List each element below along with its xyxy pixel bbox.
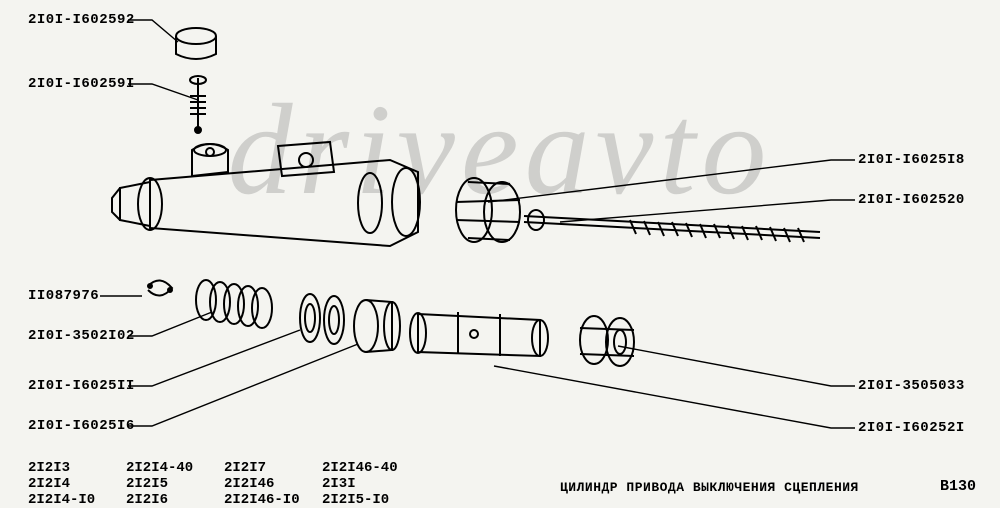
- callout-bleed-screw: 2I0I-I60259I: [28, 76, 135, 92]
- leader-lines: [0, 0, 1000, 508]
- model-code: 2I2I46-I0: [224, 492, 300, 508]
- callout-cap: 2I0I-I602592: [28, 12, 135, 28]
- model-code: 2I2I5-I0: [322, 492, 389, 508]
- model-code: 2I2I7: [224, 460, 266, 476]
- callout-retainer: II087976: [28, 288, 99, 304]
- model-code: 2I2I4-40: [126, 460, 193, 476]
- model-code: 2I2I6: [126, 492, 168, 508]
- callout-piston: 2I0I-I6025I6: [28, 418, 135, 434]
- model-code: 2I2I4-I0: [28, 492, 95, 508]
- model-code: 2I2I46: [224, 476, 274, 492]
- watermark: driveavto: [60, 75, 940, 225]
- callout-cylinder-body: 2I0I-I60252I: [858, 420, 965, 436]
- model-code: 2I2I3: [28, 460, 70, 476]
- callout-spring: 2I0I-3502I02: [28, 328, 135, 344]
- model-code: 2I2I46-40: [322, 460, 398, 476]
- diagram-canvas: driveavto 2I0I-I602592 2I0I-I60259I 2I0I-I…: [0, 0, 1000, 508]
- parts-drawing: [0, 0, 1000, 508]
- callout-cup-seal: 2I0I-3505033: [858, 378, 965, 394]
- callout-boot: 2I0I-I6025I8: [858, 152, 965, 168]
- diagram-code: B130: [940, 478, 976, 495]
- diagram-title: ЦИЛИНДР ПРИВОДА ВЫКЛЮЧЕНИЯ СЦЕПЛЕНИЯ: [560, 480, 859, 495]
- model-code: 2I2I4: [28, 476, 70, 492]
- callout-push-rod: 2I0I-I602520: [858, 192, 965, 208]
- callout-seal-ring: 2I0I-I6025II: [28, 378, 135, 394]
- model-code: 2I3I: [322, 476, 356, 492]
- model-code: 2I2I5: [126, 476, 168, 492]
